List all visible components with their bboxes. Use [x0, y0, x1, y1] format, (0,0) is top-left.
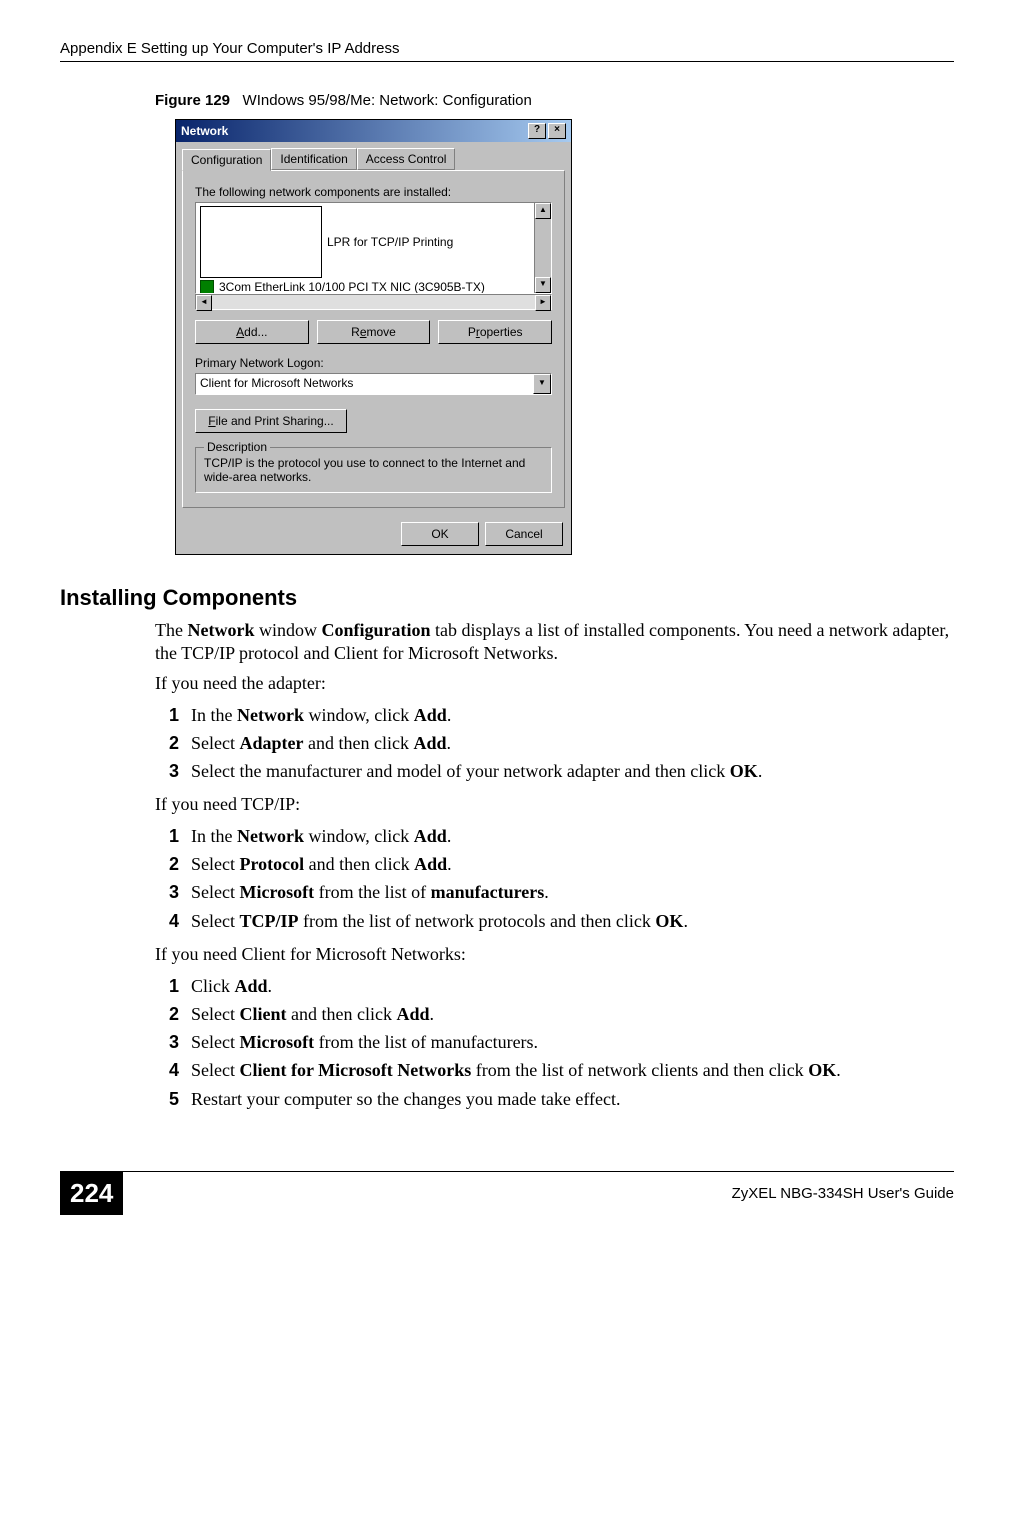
chevron-down-icon[interactable]: ▼	[533, 374, 551, 394]
step: Select Client and then click Add.	[155, 1002, 954, 1026]
description-group: Description TCP/IP is the protocol you u…	[195, 447, 552, 493]
primary-logon-value: Client for Microsoft Networks	[196, 374, 533, 394]
properties-button[interactable]: Properties	[438, 320, 552, 344]
dialog-title: Network	[181, 124, 228, 138]
tab-panel: The following network components are ins…	[182, 170, 565, 508]
remove-button[interactable]: Remove	[317, 320, 431, 344]
step: Select Client for Microsoft Networks fro…	[155, 1058, 954, 1082]
client-intro: If you need Client for Microsoft Network…	[155, 943, 954, 966]
client-steps: Click Add. Select Client and then click …	[155, 974, 954, 1111]
footer-guide-name: ZyXEL NBG-334SH User's Guide	[135, 1185, 954, 1202]
figure-caption: Figure 129 WIndows 95/98/Me: Network: Co…	[155, 92, 954, 109]
file-print-sharing-button[interactable]: File and Print Sharing...	[195, 409, 347, 433]
adapter-steps: In the Network window, click Add. Select…	[155, 703, 954, 784]
scroll-up-button[interactable]: ▲	[535, 203, 551, 219]
page-footer: 224 ZyXEL NBG-334SH User's Guide	[60, 1171, 954, 1215]
client-icon	[200, 206, 322, 278]
primary-logon-combo[interactable]: Client for Microsoft Networks ▼	[195, 373, 552, 395]
network-dialog-figure: Network ? × Configuration Identification…	[175, 119, 954, 555]
adapter-icon	[200, 280, 214, 294]
step: Select TCP/IP from the list of network p…	[155, 909, 954, 933]
step: Select Microsoft from the list of manufa…	[155, 1030, 954, 1054]
step: Select Adapter and then click Add.	[155, 731, 954, 755]
step: Click Add.	[155, 974, 954, 998]
components-listbox[interactable]: LPR for TCP/IP Printing 3Com EtherLink 1…	[195, 202, 552, 294]
page-number: 224	[60, 1172, 123, 1215]
logon-label: Primary Network Logon:	[195, 356, 552, 370]
step: Select Microsoft from the list of manufa…	[155, 880, 954, 904]
cancel-button[interactable]: Cancel	[485, 522, 563, 546]
step: Select Protocol and then click Add.	[155, 852, 954, 876]
close-button[interactable]: ×	[548, 123, 566, 139]
dialog-titlebar: Network ? ×	[176, 120, 571, 142]
step: Restart your computer so the changes you…	[155, 1087, 954, 1111]
intro-paragraph: The Network window Configuration tab dis…	[155, 619, 954, 664]
adapter-intro: If you need the adapter:	[155, 672, 954, 695]
figure-label: Figure 129	[155, 92, 230, 109]
horizontal-scrollbar[interactable]: ◄ ►	[195, 294, 552, 310]
add-button[interactable]: Add...	[195, 320, 309, 344]
list-item[interactable]: 3Com EtherLink 10/100 PCI TX NIC (3C905B…	[198, 279, 532, 294]
vertical-scrollbar[interactable]: ▲ ▼	[534, 203, 551, 293]
help-button[interactable]: ?	[528, 123, 546, 139]
tab-configuration[interactable]: Configuration	[182, 149, 271, 171]
figure-caption-text: WIndows 95/98/Me: Network: Configuration	[243, 92, 532, 109]
step: In the Network window, click Add.	[155, 824, 954, 848]
tab-identification[interactable]: Identification	[271, 148, 356, 170]
tab-access-control[interactable]: Access Control	[357, 148, 456, 170]
step: In the Network window, click Add.	[155, 703, 954, 727]
scroll-left-button[interactable]: ◄	[196, 295, 212, 311]
section-heading: Installing Components	[60, 585, 954, 611]
list-item[interactable]: LPR for TCP/IP Printing	[198, 205, 532, 279]
ok-button[interactable]: OK	[401, 522, 479, 546]
tabstrip: Configuration Identification Access Cont…	[176, 142, 571, 170]
scroll-right-button[interactable]: ►	[535, 295, 551, 311]
running-header: Appendix E Setting up Your Computer's IP…	[60, 40, 954, 62]
description-legend: Description	[204, 440, 270, 454]
description-text: TCP/IP is the protocol you use to connec…	[204, 456, 543, 484]
tcpip-steps: In the Network window, click Add. Select…	[155, 824, 954, 933]
scroll-down-button[interactable]: ▼	[535, 277, 551, 293]
network-dialog: Network ? × Configuration Identification…	[175, 119, 572, 555]
components-label: The following network components are ins…	[195, 185, 552, 199]
header-left: Appendix E Setting up Your Computer's IP…	[60, 40, 399, 57]
tcpip-intro: If you need TCP/IP:	[155, 793, 954, 816]
step: Select the manufacturer and model of you…	[155, 759, 954, 783]
